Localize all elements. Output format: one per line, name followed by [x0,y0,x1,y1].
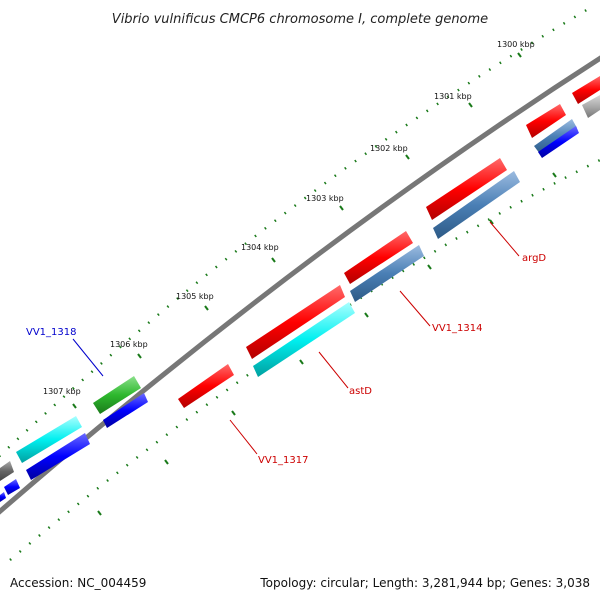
major-ticks-outer [72,52,522,409]
map-title: Vibrio vulnificus CMCP6 chromosome I, co… [112,12,488,27]
gene-VV1_1314[interactable] [344,231,413,284]
gene-steel-2[interactable] [433,171,520,239]
leader-VV1_1317 [229,419,258,455]
tick-label-1307: 1307 kbp [43,387,81,396]
gene-blue-5[interactable] [0,492,6,502]
gene-VV1_1317[interactable] [178,364,234,408]
gene-blue-2[interactable] [103,393,148,428]
gene-label-VV1_1314[interactable]: VV1_1314 [432,323,483,334]
gene-VV1_1318[interactable] [93,376,141,414]
tick-label-1302: 1302 kbp [370,144,408,153]
tick-label-1300: 1300 kbp [497,40,535,49]
tick-label-1301: 1301 kbp [434,92,472,101]
gene-label-astD[interactable]: astD [349,386,372,397]
gene-argD[interactable] [426,158,507,220]
summary-label: Topology: circular; Length: 3,281,944 bp… [260,576,590,590]
gene-red-1[interactable] [572,76,600,104]
tick-label-1304: 1304 kbp [241,243,279,252]
tick-label-1303: 1303 kbp [306,194,344,203]
accession-label: Accession: NC_004459 [10,576,147,590]
major-ticks-inner [97,172,557,516]
gene-astD[interactable] [246,285,345,359]
leader-VV1_1318 [72,338,104,377]
gene-cyan-2[interactable] [16,416,82,463]
gene-label-VV1_1318[interactable]: VV1_1318 [26,327,77,338]
gene-blue-1[interactable] [538,126,579,158]
gene-dark-1[interactable] [0,461,14,481]
tick-label-1305: 1305 kbp [176,292,214,301]
inner-tick-track [9,158,600,561]
gene-red-2[interactable] [526,104,566,138]
gene-cyan-1[interactable] [253,302,355,377]
gene-label-VV1_1317[interactable]: VV1_1317 [258,455,309,466]
gene-steel-1[interactable] [534,119,577,154]
gene-blue-4[interactable] [4,479,20,495]
leader-VV1_1314 [399,290,431,327]
gene-steel-3[interactable] [350,245,424,302]
leader-argD [489,221,520,257]
backbone-line [0,55,600,515]
gene-blue-3[interactable] [26,433,90,480]
gene-label-argD[interactable]: argD [522,253,546,264]
gene-gray-1[interactable] [582,95,600,118]
tick-label-1306: 1306 kbp [110,340,148,349]
leader-astD [318,351,349,389]
outer-tick-track [0,6,591,458]
